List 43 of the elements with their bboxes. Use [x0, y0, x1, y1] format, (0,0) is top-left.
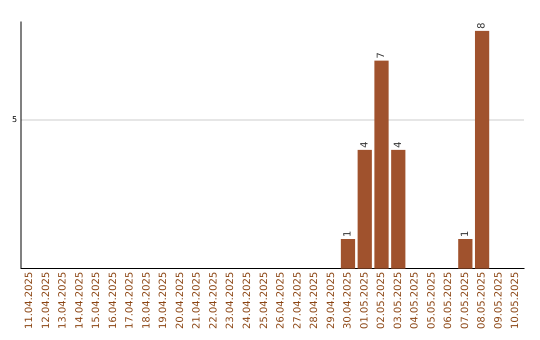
- x-tick-label: 27.04.2025: [292, 272, 304, 330]
- x-tick-label: 17.04.2025: [124, 272, 136, 330]
- x-tick-label: 21.04.2025: [192, 272, 203, 330]
- x-tick-label: 11.04.2025: [24, 272, 36, 330]
- x-tick-label: 02.05.2025: [376, 272, 388, 330]
- x-tick-label: 08.05.2025: [476, 272, 488, 330]
- x-tick-label: 13.04.2025: [58, 272, 69, 330]
- data-label: 4: [392, 141, 404, 148]
- x-tick-label: 03.05.2025: [392, 272, 404, 330]
- bar: [358, 150, 372, 269]
- data-label: 7: [376, 52, 388, 59]
- x-tick-label: 10.05.2025: [510, 272, 522, 330]
- x-tick-label: 16.04.2025: [108, 272, 119, 330]
- bar: [474, 30, 490, 269]
- y-tick-label: 5: [12, 115, 18, 124]
- x-tick-label: 07.05.2025: [460, 272, 471, 330]
- bar: [458, 239, 472, 269]
- x-tick-label: 19.04.2025: [158, 272, 170, 330]
- x-tick-label: 26.04.2025: [276, 272, 287, 330]
- data-label: 8: [476, 22, 488, 29]
- x-tick-label: 09.05.2025: [493, 272, 504, 330]
- x-tick-label: 05.05.2025: [426, 272, 438, 330]
- bar: [391, 150, 406, 269]
- x-tick-label: 15.04.2025: [91, 272, 102, 330]
- bar: [340, 239, 356, 269]
- x-tick-label: 06.05.2025: [443, 272, 454, 330]
- x-tick-label: 04.05.2025: [410, 272, 421, 330]
- data-label: 4: [359, 141, 370, 148]
- data-label: 1: [460, 230, 471, 238]
- x-tick-label: 30.04.2025: [342, 272, 354, 330]
- x-tick-label: 18.04.2025: [141, 272, 152, 330]
- x-tick-label: 25.04.2025: [258, 272, 270, 330]
- x-tick-label: 23.04.2025: [225, 272, 236, 330]
- data-label: 1: [342, 230, 354, 238]
- x-tick-label: 28.04.2025: [309, 272, 320, 330]
- x-tick-label: 14.04.2025: [74, 272, 86, 330]
- bar: [374, 60, 389, 269]
- x-tick-label: 01.05.2025: [359, 272, 370, 330]
- x-tick-label: 20.04.2025: [174, 272, 186, 330]
- x-tick-label: 12.04.2025: [40, 272, 52, 330]
- x-tick-label: 24.04.2025: [242, 272, 253, 330]
- x-tick-label: 22.04.2025: [208, 272, 220, 330]
- x-tick-label: 29.04.2025: [326, 272, 337, 330]
